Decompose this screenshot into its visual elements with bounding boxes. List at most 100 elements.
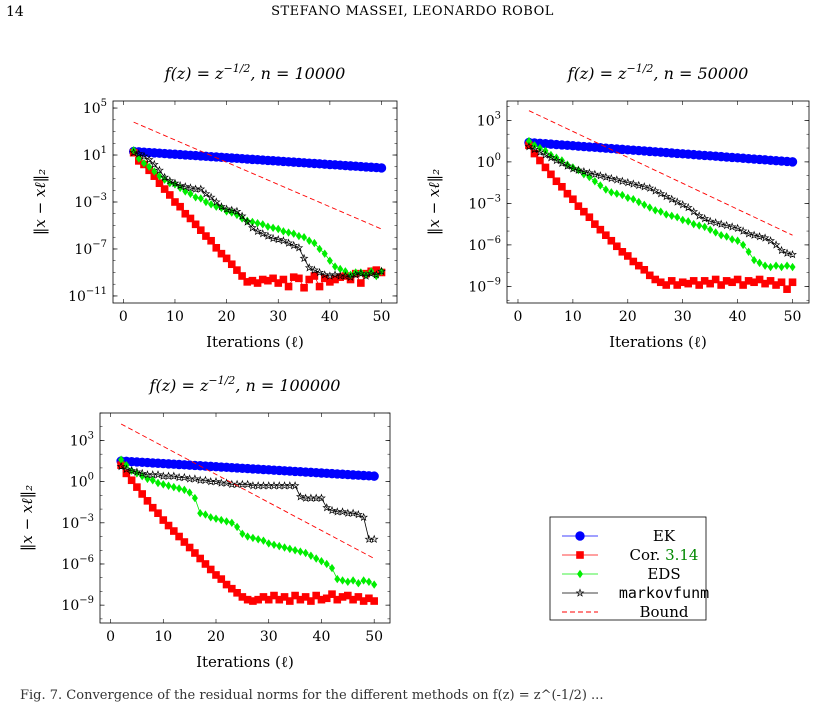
data-point xyxy=(284,282,293,291)
data-point xyxy=(667,277,676,285)
data-point xyxy=(679,215,686,225)
data-point xyxy=(595,171,605,180)
data-point xyxy=(297,547,304,556)
data-point xyxy=(591,220,599,228)
y-axis-label: ‖x − xℓ‖₂ xyxy=(18,485,36,551)
data-point xyxy=(662,281,671,289)
data-point xyxy=(357,279,365,287)
data-point xyxy=(176,484,183,493)
data-point xyxy=(187,189,194,198)
data-point xyxy=(127,466,137,475)
data-point xyxy=(339,576,346,585)
data-point xyxy=(695,281,703,289)
data-point xyxy=(291,591,299,600)
data-point xyxy=(700,277,709,285)
data-point xyxy=(160,172,170,182)
series-bound xyxy=(528,110,793,236)
x-tick-label: 40 xyxy=(729,309,747,325)
data-point xyxy=(182,187,189,196)
data-point xyxy=(563,189,572,198)
series-markovfunm xyxy=(129,148,386,281)
data-point xyxy=(711,218,721,227)
x-tick-label: 50 xyxy=(784,309,802,325)
data-point xyxy=(591,177,598,186)
data-point xyxy=(197,194,204,203)
data-point xyxy=(176,202,184,211)
data-point xyxy=(321,249,328,258)
data-point xyxy=(634,180,644,190)
data-point xyxy=(524,142,534,151)
data-point xyxy=(656,189,666,198)
data-point xyxy=(690,219,697,229)
series-ek xyxy=(116,456,379,481)
data-point xyxy=(696,221,703,230)
data-point xyxy=(154,509,162,517)
data-point xyxy=(186,183,195,192)
data-point xyxy=(254,218,261,228)
data-point xyxy=(166,191,174,199)
data-point xyxy=(238,593,247,601)
data-point xyxy=(217,202,226,211)
data-point xyxy=(716,219,726,228)
data-point xyxy=(663,210,670,219)
data-point xyxy=(541,150,550,159)
data-point xyxy=(232,206,242,216)
data-point xyxy=(678,200,688,209)
data-point xyxy=(755,275,764,284)
data-point xyxy=(275,224,282,234)
data-point xyxy=(355,578,362,588)
x-axis-label: Iterations (ℓ) xyxy=(206,333,304,351)
data-point xyxy=(127,476,136,485)
data-point xyxy=(333,595,342,604)
data-point xyxy=(651,275,660,284)
data-point xyxy=(328,590,336,598)
data-point xyxy=(749,230,759,239)
data-point xyxy=(156,171,163,181)
data-point xyxy=(755,231,764,241)
data-point xyxy=(144,155,154,164)
data-point xyxy=(700,213,710,223)
y-tick-label: 10−3 xyxy=(61,513,94,532)
data-point xyxy=(249,597,257,605)
data-point xyxy=(330,270,340,279)
data-point xyxy=(652,206,659,215)
data-point xyxy=(151,167,158,176)
data-point xyxy=(342,267,349,276)
data-point xyxy=(317,595,326,604)
data-point xyxy=(306,236,313,245)
data-point xyxy=(202,197,209,207)
data-point xyxy=(202,232,210,240)
data-point xyxy=(783,285,791,293)
data-point xyxy=(683,202,693,212)
data-point xyxy=(645,183,655,192)
data-point xyxy=(155,179,164,188)
data-point xyxy=(185,543,194,552)
data-point xyxy=(608,188,615,197)
data-point xyxy=(122,469,131,478)
plot-title: f(z) = z−1/2, n = 50000 xyxy=(567,62,749,83)
data-point xyxy=(337,264,344,274)
bound-line xyxy=(528,110,793,236)
data-point xyxy=(674,213,681,222)
legend-label: EK xyxy=(653,527,676,545)
data-point xyxy=(739,281,747,289)
data-point xyxy=(348,508,358,517)
data-point xyxy=(201,189,211,198)
data-point xyxy=(656,278,665,287)
data-point xyxy=(222,254,231,263)
data-point xyxy=(607,236,616,245)
figure: f(z) = z−1/2, n = 100000 10 20 30 40 50105101… xyxy=(18,62,810,671)
data-point xyxy=(601,172,611,181)
data-point xyxy=(574,202,583,210)
data-point xyxy=(579,166,589,176)
data-point xyxy=(558,182,566,191)
data-point xyxy=(536,156,544,165)
data-point xyxy=(789,262,796,272)
x-tick-label: 10 xyxy=(166,309,184,325)
data-point xyxy=(349,595,357,604)
data-point xyxy=(371,580,378,589)
data-point xyxy=(310,272,319,280)
data-point xyxy=(248,223,257,232)
data-point xyxy=(207,236,215,245)
data-point xyxy=(286,597,294,605)
